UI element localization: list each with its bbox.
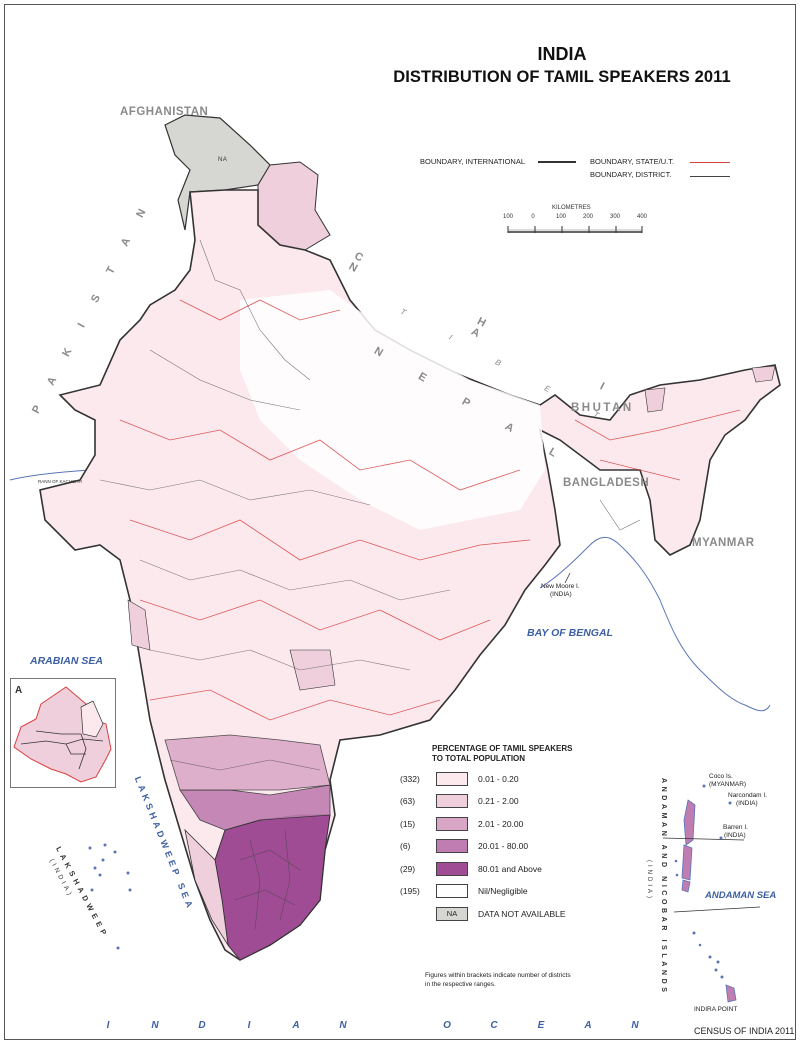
legend-row: (195) Nil/Negligible [400, 883, 528, 898]
label-indira-point: INDIRA POINT [694, 1006, 738, 1013]
inset-delhi-districts [13, 686, 112, 783]
label-indian-ocean: I N D I A N O C E A N [106, 1020, 639, 1031]
boundary-district-label: BOUNDARY, DISTRICT. [590, 170, 672, 179]
boundary-state-label: BOUNDARY, STATE/U.T. [590, 157, 675, 166]
boundary-district-swatch [690, 176, 730, 177]
legend-row: (6) 20.01 - 80.00 [400, 838, 529, 853]
label-na: NA [218, 157, 228, 163]
legend-swatch [436, 816, 468, 831]
label-myanmar: MYANMAR [692, 537, 755, 549]
legend-row: NA DATA NOT AVAILABLE [400, 905, 566, 922]
label-barren-country: (INDIA) [724, 832, 746, 839]
legend-swatch [436, 793, 468, 808]
map-title: INDIA [537, 44, 587, 64]
map-subtitle: DISTRIBUTION OF TAMIL SPEAKERS 2011 [393, 68, 731, 86]
boundary-state-swatch [690, 162, 730, 163]
tamil-nadu-region [214, 814, 331, 961]
scale-tick: 100 [555, 214, 566, 220]
label-new-moore-country: (INDIA) [550, 591, 572, 598]
legend-note-line1: Figures within brackets indicate number … [425, 972, 571, 979]
label-andaman-nicobar-india: (INDIA) [646, 860, 652, 901]
legend-row: (63) 0.21 - 2.00 [400, 793, 519, 808]
scale-ticks: 100 0 100 200 300 400 [498, 214, 658, 224]
scale-tick: 200 [582, 214, 593, 220]
scale-tick: 400 [636, 214, 647, 220]
census-source: CENSUS OF INDIA 2011 [694, 1026, 795, 1036]
boundary-international-label: BOUNDARY, INTERNATIONAL [420, 157, 526, 166]
legend-row: (15) 2.01 - 20.00 [400, 816, 524, 831]
scale-title: KILOMETRES [552, 205, 591, 211]
label-coco: Coco Is. [709, 773, 733, 780]
scale-bar [507, 226, 643, 233]
boundary-international-swatch [538, 161, 576, 163]
label-bangladesh: BANGLADESH [563, 477, 650, 489]
label-narcondam: Narcondam I. [728, 792, 768, 799]
legend-swatch: NA [436, 906, 468, 921]
label-afghanistan: AFGHANISTAN [120, 106, 209, 118]
inset-label: A [15, 685, 23, 696]
legend-swatch [436, 883, 468, 898]
legend-row: (29) 80.01 and Above [400, 861, 542, 876]
scale-tick: 100 [502, 214, 513, 220]
label-bay-of-bengal: BAY OF BENGAL [527, 627, 613, 639]
legend-swatch [436, 861, 468, 876]
scale-tick: 300 [609, 214, 620, 220]
label-andaman-sea: ANDAMAN SEA [705, 890, 777, 901]
legend-row: (332) 0.01 - 0.20 [400, 771, 519, 786]
label-coco-country: (MYANMAR) [709, 781, 747, 788]
label-narcondam-country: (INDIA) [736, 800, 758, 807]
label-barren: Barren I. [723, 824, 748, 831]
label-new-moore: New Moore I. [541, 583, 580, 590]
legend-swatch [436, 771, 468, 786]
inset-map-a: A [10, 678, 116, 788]
legend: (332) 0.01 - 0.20 (63) 0.21 - 2.00 (15) … [400, 770, 600, 922]
legend-note-line2: in the respective ranges. [425, 981, 496, 988]
legend-title: PERCENTAGE OF TAMIL SPEAKERS TO TOTAL PO… [432, 744, 573, 763]
map-frame [4, 4, 796, 1040]
label-rann: RANN OF KACHCHH [38, 479, 82, 484]
label-bhutan: BHUTAN [571, 402, 634, 414]
label-arabian-sea: ARABIAN SEA [30, 655, 103, 667]
label-andaman-nicobar: ANDAMAN AND NICOBAR ISLANDS [660, 778, 667, 996]
scale-tick: 0 [531, 214, 535, 220]
legend-swatch [436, 838, 468, 853]
